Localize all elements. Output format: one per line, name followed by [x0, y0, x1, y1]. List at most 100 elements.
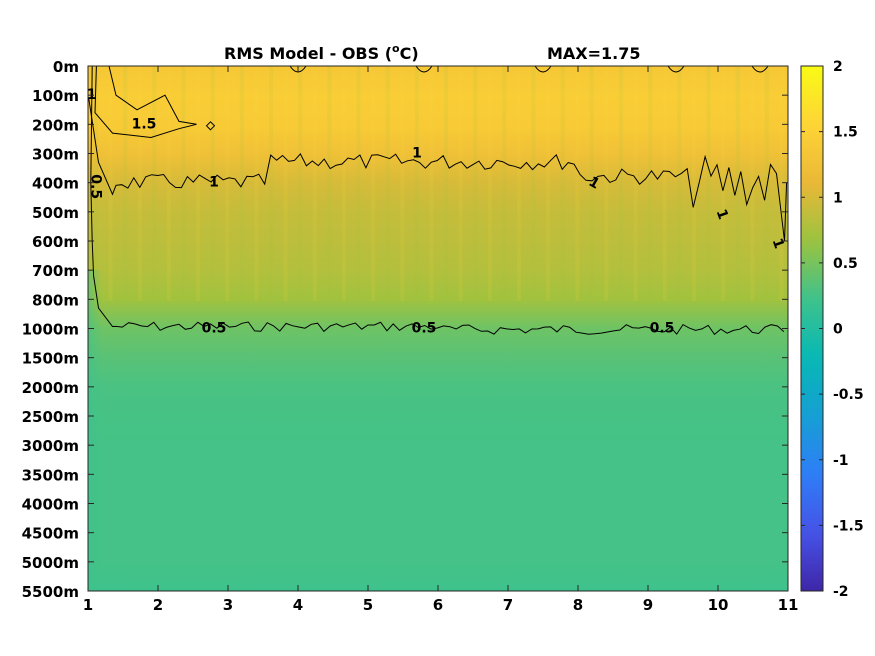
contour-label: 0.5 [202, 321, 227, 337]
contour-1.0-edge-loop [415, 65, 433, 73]
title-main: RMS Model - OBS (oC) [224, 42, 419, 63]
x-axis: 1 2 3 4 5 6 7 8 9 10 11 [83, 66, 799, 614]
y-tick-label: 5500m [22, 583, 79, 601]
texture-streak [473, 66, 478, 301]
texture-streak [633, 66, 638, 301]
y-tick-label: 0m [53, 58, 79, 76]
y-tick-label: 1500m [22, 350, 79, 368]
y-tick-label: 200m [32, 116, 79, 134]
contour-label: 0.5 [650, 321, 675, 337]
texture-streak [779, 66, 784, 301]
contour-1.5 [94, 65, 197, 139]
texture-streak [575, 66, 580, 301]
texture-streak [196, 66, 201, 301]
colorbar-ticks: 2 1.5 1 0.5 0 -0.5 -1 -1.5 -2 [801, 59, 864, 600]
contour-label: 1 [412, 146, 422, 162]
y-tick-label: 600m [32, 233, 79, 251]
texture-streak [604, 66, 609, 301]
y-tick-label: 1000m [22, 321, 79, 339]
texture-streak [706, 66, 711, 301]
contour-label: 1 [209, 175, 219, 191]
texture-streak [764, 66, 769, 301]
colorbar-tick-label: 0.5 [833, 256, 858, 272]
y-tick-label: 2500m [22, 408, 79, 426]
contour-1.0 [88, 98, 788, 242]
contour-1.5-island [205, 121, 216, 131]
y-tick-label: 300m [32, 146, 79, 164]
x-tick-label: 2 [153, 596, 163, 614]
title-degree-superscript: o [392, 42, 400, 55]
texture-streak [560, 66, 565, 301]
texture-streak [137, 66, 142, 301]
x-tick-label: 7 [503, 596, 513, 614]
y-tick-label: 400m [32, 175, 79, 193]
y-tick-label: 2000m [22, 379, 79, 397]
texture-streak [691, 66, 696, 301]
x-tick-label: 3 [223, 596, 233, 614]
texture-streak [750, 66, 755, 301]
texture-streak [283, 66, 288, 301]
x-tick-label: 11 [778, 596, 799, 614]
y-tick-label: 4500m [22, 525, 79, 543]
contour-lines [88, 65, 788, 336]
texture-streak [516, 66, 521, 301]
texture-streak [239, 66, 244, 301]
texture-streak [298, 66, 303, 301]
y-tick-label: 100m [32, 87, 79, 105]
texture-streak [312, 66, 317, 301]
y-tick-label: 3000m [22, 437, 79, 455]
y-tick-label: 4000m [22, 496, 79, 514]
texture-streak [589, 66, 594, 301]
texture-streak [648, 66, 653, 301]
texture-streak [269, 66, 273, 301]
colorbar-tick-label: -2 [833, 584, 849, 600]
texture-streak [502, 66, 507, 301]
texture-streak [123, 66, 128, 301]
texture-streak [225, 66, 230, 301]
texture-streak [721, 66, 726, 301]
texture-streak [414, 66, 419, 301]
x-tick-label: 4 [293, 596, 303, 614]
colorbar-tick-label: 1.5 [833, 125, 858, 141]
heatmap-field [88, 66, 788, 591]
texture-streak [152, 66, 157, 301]
x-tick-label: 9 [643, 596, 653, 614]
texture-streak [429, 66, 434, 301]
colorbar: 2 1.5 1 0.5 0 -0.5 -1 -1.5 -2 [800, 59, 864, 600]
contour-1.0-edge-loop [667, 65, 685, 73]
texture-streak [619, 66, 623, 301]
contour-1.0-edge-loop [751, 65, 769, 73]
texture-streak [677, 66, 682, 301]
colorbar-tick-label: 2 [833, 59, 843, 75]
left-edge-shading [88, 270, 102, 591]
texture-streak [546, 66, 551, 301]
contour-label: 0.5 [412, 321, 437, 337]
texture-streak [371, 66, 376, 301]
texture-streak [327, 66, 332, 301]
texture-streak [487, 66, 492, 301]
contour-label: 0.5 [88, 174, 104, 199]
y-tick-label: 3500m [22, 466, 79, 484]
y-axis: 0m 100m 200m 300m 400m 500m 600m 700m 800m 1000m 1… [22, 58, 788, 601]
texture-streak [458, 66, 463, 301]
texture-streak [356, 66, 361, 301]
colorbar-tick-label: 1 [833, 190, 843, 206]
y-tick-label: 5000m [22, 554, 79, 572]
y-tick-label: 700m [32, 262, 79, 280]
y-tick-label: 500m [32, 204, 79, 222]
texture-streak [108, 66, 113, 301]
x-tick-label: 8 [573, 596, 583, 614]
title-max-value: MAX=1.75 [547, 44, 641, 63]
texture-streak [385, 66, 390, 301]
texture-streak [94, 66, 98, 301]
y-tick-label: 800m [32, 291, 79, 309]
texture-streaks [94, 66, 784, 301]
chart-title: RMS Model - OBS (oC) MAX=1.75 [224, 42, 641, 63]
colorbar-tick-label: -0.5 [833, 387, 864, 403]
colorbar-tick-label: -1.5 [833, 518, 864, 534]
colorbar-tick-label: -1 [833, 453, 849, 469]
contour-label: 1.5 [132, 116, 157, 132]
texture-streak [210, 66, 215, 301]
